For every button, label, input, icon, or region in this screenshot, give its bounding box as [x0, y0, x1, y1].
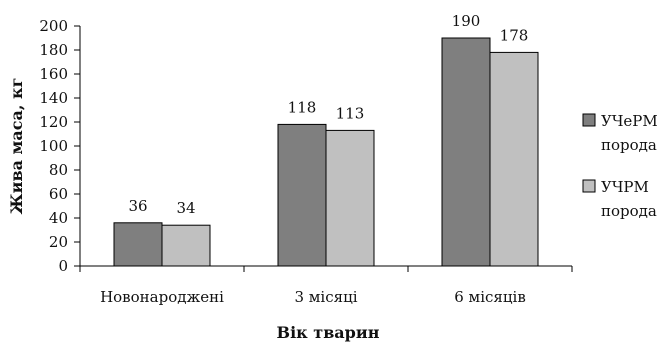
y-axis-title: Жива маса, кг — [7, 78, 26, 215]
x-tick-label: 3 місяці — [294, 288, 357, 306]
bars — [113, 37, 539, 267]
y-tick-label: 200 — [39, 17, 68, 35]
legend-label: УЧРМ — [601, 178, 649, 196]
bar — [441, 37, 491, 267]
bar — [277, 123, 327, 267]
legend-label: порода — [601, 136, 657, 154]
y-tick-label: 140 — [39, 89, 68, 107]
data-label: 118 — [288, 98, 317, 116]
data-label: 178 — [500, 26, 529, 44]
y-tick-label: 80 — [49, 161, 68, 179]
x-tick-label: 6 місяців — [454, 288, 526, 306]
y-tick-label: 180 — [39, 41, 68, 59]
bar — [489, 51, 539, 267]
data-label: 190 — [452, 12, 481, 30]
x-axis-title: Вік тварин — [277, 323, 380, 342]
legend-swatch — [582, 113, 596, 127]
y-tick-label: 40 — [49, 209, 68, 227]
data-label: 113 — [336, 104, 365, 122]
y-tick-label: 0 — [58, 257, 68, 275]
y-tick-label: 60 — [49, 185, 68, 203]
y-tick-label: 20 — [49, 233, 68, 251]
labels: 36 118 190 34 113 178 — [128, 12, 528, 217]
legend-label: УЧеРМ — [601, 112, 658, 130]
bar — [113, 222, 163, 267]
axes: 0 20 40 60 80 100 120 140 160 180 200 Новонароджені… — [39, 17, 573, 306]
legend-label: порода — [601, 202, 657, 220]
data-label: 36 — [128, 197, 147, 215]
bar — [161, 224, 211, 267]
legend: УЧеРМ порода УЧРМ порода — [582, 112, 658, 220]
y-tick-label: 120 — [39, 113, 68, 131]
y-tick-label: 160 — [39, 65, 68, 83]
legend-swatch — [582, 179, 596, 193]
bar — [325, 129, 375, 267]
y-tick-label: 100 — [39, 137, 68, 155]
data-label: 34 — [176, 199, 195, 217]
x-tick-label: Новонароджені — [100, 288, 224, 306]
